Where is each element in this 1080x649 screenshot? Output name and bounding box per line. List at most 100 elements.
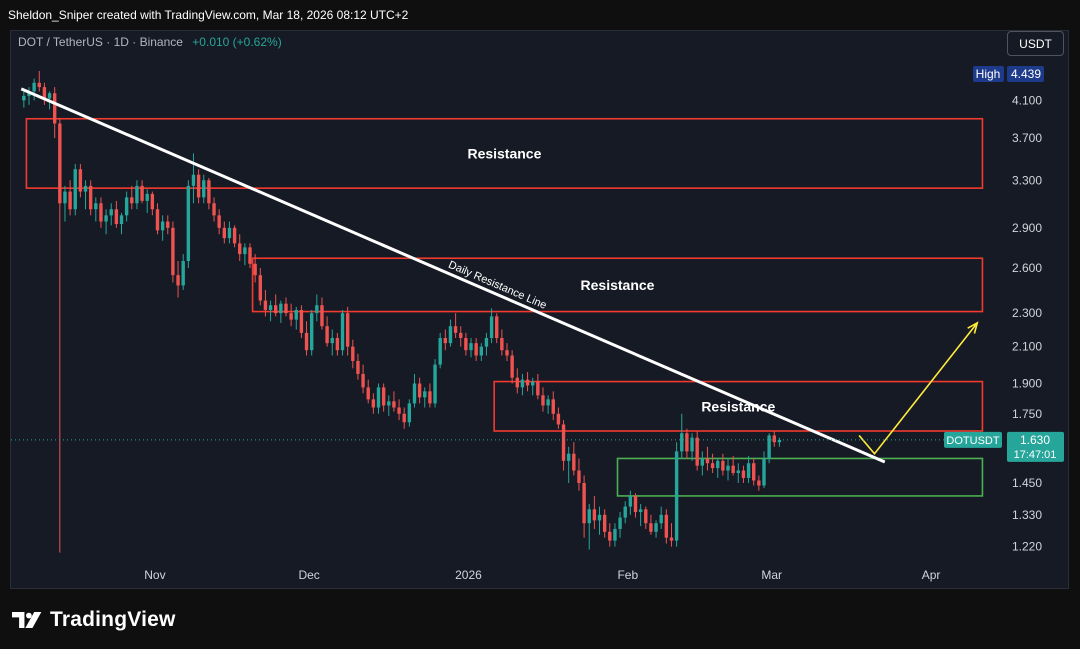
candle-body xyxy=(130,197,134,204)
currency-selector[interactable]: USDT xyxy=(1007,31,1064,56)
tradingview-logo[interactable]: TradingView xyxy=(12,608,176,632)
candle-body xyxy=(777,439,782,443)
tradingview-logo-icon xyxy=(12,612,42,628)
candle-body xyxy=(700,458,705,466)
price-tick-label: 1.330 xyxy=(1012,508,1042,522)
candle-body xyxy=(140,185,144,201)
candle-body xyxy=(638,509,643,513)
candle-body xyxy=(58,123,62,204)
candle-body xyxy=(674,451,679,541)
candle-body xyxy=(325,326,329,344)
time-tick-label: Dec xyxy=(298,568,319,582)
candle-body xyxy=(500,337,504,351)
candle-body xyxy=(561,424,566,461)
candle-body xyxy=(608,531,612,541)
candle-body xyxy=(443,337,448,344)
candle-body xyxy=(258,275,262,301)
candle-body xyxy=(407,403,412,423)
candle-body xyxy=(448,326,453,344)
candle-body xyxy=(361,373,365,388)
candle-body xyxy=(551,399,555,414)
projection-arrowhead xyxy=(967,321,979,334)
candle-body xyxy=(145,193,149,201)
price-tick-label: 1.750 xyxy=(1012,407,1042,421)
candle-body xyxy=(695,437,699,466)
candle-body xyxy=(536,381,540,396)
author-credit: Sheldon_Sniper created with TradingView.… xyxy=(8,8,409,22)
candle-body xyxy=(402,413,406,423)
candle-body xyxy=(633,495,638,513)
candle-body xyxy=(577,470,581,484)
candle-body xyxy=(253,263,257,276)
daily-resistance-trendline xyxy=(20,87,886,464)
candle-body xyxy=(752,463,756,481)
candle-body xyxy=(114,209,119,225)
last-price: 1.630 xyxy=(1020,433,1050,447)
candle-body xyxy=(227,227,232,239)
candle-body xyxy=(330,337,334,344)
price-tick-label: 3.300 xyxy=(1012,173,1042,187)
resistance-zone-3 xyxy=(493,380,984,432)
candle-body xyxy=(351,346,355,361)
candle-body xyxy=(274,305,278,314)
candle-body xyxy=(186,185,191,262)
candle-body xyxy=(52,93,57,124)
candle-body xyxy=(741,470,746,478)
high-value: 4.439 xyxy=(1011,67,1041,81)
candle-body xyxy=(417,383,422,398)
candle-body xyxy=(299,309,304,333)
candle-body xyxy=(597,514,602,521)
candle-body xyxy=(772,435,776,443)
candle-body xyxy=(135,185,139,204)
candle-body xyxy=(520,379,525,388)
resistance-zone-2 xyxy=(251,257,984,313)
candle-body xyxy=(22,95,26,101)
candle-body xyxy=(572,453,576,471)
candle-body xyxy=(397,407,401,414)
candle-body xyxy=(150,193,155,210)
candle-body xyxy=(243,247,247,255)
candle-body xyxy=(587,509,591,524)
candle-body xyxy=(279,303,283,314)
candle-body xyxy=(705,458,710,464)
candle-body xyxy=(289,313,293,320)
candle-body xyxy=(489,316,494,338)
candle-body xyxy=(94,203,98,210)
candle-body xyxy=(320,305,324,327)
candle-body xyxy=(232,227,237,244)
candle-body xyxy=(217,215,221,228)
candle-body xyxy=(438,337,442,365)
candle-body xyxy=(78,169,83,192)
candle-body xyxy=(757,480,761,486)
candle-body xyxy=(248,247,252,264)
candle-body xyxy=(546,399,550,406)
bar-countdown: 17:47:01 xyxy=(1014,449,1057,461)
candle-body xyxy=(124,197,129,216)
high-label: High xyxy=(976,67,1001,81)
candle-body xyxy=(505,350,509,356)
candle-body xyxy=(428,391,432,404)
symbol-legend: DOT / TetherUS · 1D · Binance +0.010 (+0… xyxy=(18,35,282,49)
footer xyxy=(0,590,1080,649)
candle-body xyxy=(659,514,663,524)
candle-body xyxy=(654,523,658,532)
candle-body xyxy=(731,465,735,473)
candle-body xyxy=(423,391,427,398)
candle-body xyxy=(602,514,607,532)
tradingview-wordmark: TradingView xyxy=(50,608,176,631)
candle-body xyxy=(515,377,519,388)
candle-body xyxy=(628,495,633,507)
candle-body xyxy=(592,509,597,521)
candle-body xyxy=(268,305,273,310)
time-tick-label: 2026 xyxy=(455,568,482,582)
candle-body xyxy=(88,185,93,210)
candle-body xyxy=(495,316,499,338)
candle-body xyxy=(618,517,622,529)
candle-body xyxy=(453,326,458,333)
candle-body xyxy=(207,180,211,204)
resistance-label-3: Resistance xyxy=(701,398,775,414)
last-price-box xyxy=(1007,431,1064,462)
candle-body xyxy=(433,364,437,404)
time-tick-label: Apr xyxy=(922,568,941,582)
